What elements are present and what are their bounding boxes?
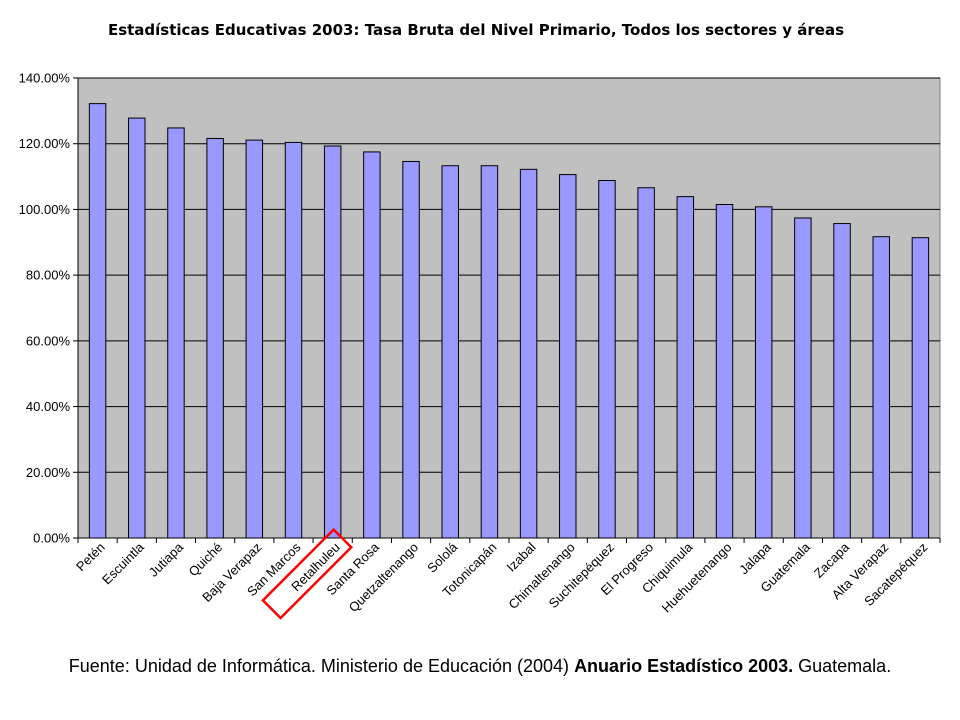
- bar-13: [598, 180, 616, 539]
- source-suffix: Guatemala.: [793, 656, 892, 676]
- x-tick-label: Escuintla: [99, 539, 147, 587]
- bar-4: [245, 139, 264, 539]
- x-tick-label: Quetzaltenango: [346, 540, 422, 616]
- bar-15: [676, 196, 695, 539]
- x-tick-label: Sololá: [424, 539, 461, 576]
- bar-3: [206, 137, 224, 539]
- bar-1: [128, 117, 146, 539]
- y-tick-label: 100.00%: [19, 202, 71, 217]
- bar-17: [754, 206, 773, 539]
- y-tick-label: 20.00%: [26, 465, 71, 480]
- x-tick-label: Jalapa: [736, 539, 774, 577]
- y-tick-label: 40.00%: [26, 399, 71, 414]
- bar-7: [363, 151, 381, 539]
- source-caption: Fuente: Unidad de Informática. Ministeri…: [0, 656, 960, 677]
- bar-10: [480, 165, 499, 539]
- source-bold: Anuario Estadístico 2003.: [574, 656, 794, 676]
- y-tick-label: 80.00%: [26, 268, 71, 283]
- bar-20: [872, 236, 890, 539]
- bar-6: [323, 145, 342, 539]
- y-tick-label: 60.00%: [26, 333, 71, 348]
- highlight-box: [261, 527, 354, 620]
- bar-11: [519, 168, 538, 539]
- bar-16: [715, 204, 734, 539]
- axes: [73, 77, 941, 543]
- bar-18: [794, 217, 812, 539]
- source-prefix: Fuente: Unidad de Informática. Ministeri…: [68, 656, 575, 676]
- y-tick-label: 0.00%: [33, 531, 70, 546]
- bar-2: [167, 127, 185, 539]
- x-tick-label: Izabal: [504, 539, 539, 574]
- bar-8: [402, 160, 420, 539]
- bar-21: [911, 237, 930, 539]
- bar-5: [284, 141, 303, 539]
- y-tick-label: 140.00%: [19, 71, 71, 86]
- bar-9: [441, 165, 459, 539]
- bar-0: [88, 103, 107, 539]
- highlight-annotation: [261, 527, 354, 620]
- x-tick-label: Huehuetenango: [659, 540, 735, 616]
- y-tick-label: 120.00%: [19, 136, 71, 151]
- y-tick-labels: 0.00% 20.00% 40.00% 60.00% 80.00% 100.00% 120.…: [19, 71, 71, 546]
- bar-19: [833, 223, 851, 539]
- x-tick-label: Petén: [73, 540, 108, 575]
- bar-12: [559, 174, 577, 539]
- chart-title: Estadísticas Educativas 2003: Tasa Bruta…: [108, 21, 844, 39]
- bar-14: [637, 187, 655, 539]
- x-tick-label: Jutiapa: [146, 539, 187, 580]
- bars: [88, 103, 930, 539]
